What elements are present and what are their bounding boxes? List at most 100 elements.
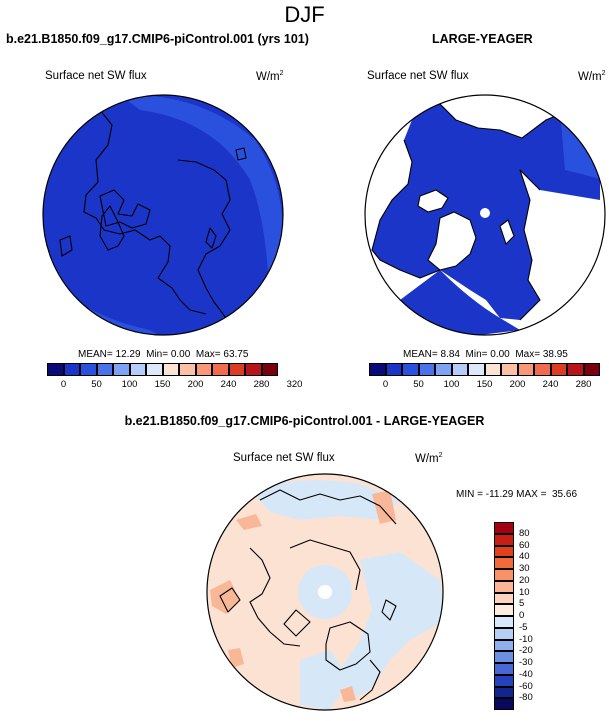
colorbar-tick-label: 20 (519, 574, 530, 586)
panel1-variable-label: Surface net SW flux (45, 70, 147, 82)
colorbar-tick-label: 40 (519, 551, 530, 563)
colorbar-swatch (494, 604, 514, 616)
colorbar-swatch (47, 363, 64, 376)
colorbar-tick-label: 60 (519, 539, 530, 551)
panel2-units: W/m2 (578, 70, 606, 83)
colorbar-swatch (146, 363, 163, 376)
panel3-map-edge (206, 473, 444, 711)
colorbar-tick-label: 200 (509, 379, 526, 390)
colorbar-swatch (484, 363, 501, 376)
colorbar-swatch (418, 363, 435, 376)
panel3-title: b.e21.B1850.f09_g17.CMIP6-piControl.001 … (124, 414, 485, 428)
colorbar-swatch (402, 363, 419, 376)
panel3-peach-strong-4 (340, 686, 356, 702)
panel3-peach-strong-2 (372, 490, 396, 524)
panel1-map-edge (42, 94, 284, 336)
panel2-archipelago-land (418, 190, 448, 212)
panel3-coast-a (249, 489, 397, 647)
colorbar-swatch (494, 698, 514, 710)
colorbar-swatch (494, 686, 514, 699)
colorbar-swatch (550, 363, 567, 376)
panel2-stats: MEAN= 8.84 Min= 0.00 Max= 38.95 (403, 349, 568, 360)
colorbar-swatch (494, 639, 514, 652)
colorbar-tick-label: 0 (519, 610, 525, 621)
page-title: DJF (284, 2, 325, 27)
panel3-pole-hole (318, 585, 332, 599)
panel2-coast (371, 99, 571, 321)
colorbar-tick-label: 240 (542, 379, 559, 390)
panel2-island-land (500, 220, 514, 244)
colorbar-tick-label: -20 (519, 645, 533, 657)
panel3-stats: MIN = -11.29 MAX = 35.66 (456, 489, 578, 500)
colorbar-tick-label: 280 (575, 379, 592, 390)
panel3-peach-strong-3 (228, 648, 244, 668)
panel2-coast-archipelago (417, 189, 449, 213)
panel3-units: W/m2 (415, 452, 443, 465)
colorbar-tick-label: 50 (413, 379, 424, 390)
colorbar-tick-label: 280 (253, 379, 270, 390)
colorbar-tick-label: 200 (187, 379, 204, 390)
panel3-colorbar-ticks: 80 60 40 30 20 10 5 0 -5 -10 -20 -30 -40 -60 -80 (519, 522, 559, 710)
colorbar-swatch (245, 363, 262, 376)
colorbar-tick-label: -10 (519, 633, 533, 645)
panel2-map-edge (364, 94, 606, 336)
panel1-coast-eurasia (83, 109, 207, 315)
colorbar-swatch (162, 363, 179, 376)
panel2-title: LARGE-YEAGER (432, 32, 533, 46)
colorbar-tick-label: 30 (519, 563, 530, 574)
panel2-coast-greenland (427, 211, 477, 271)
colorbar-swatch (435, 363, 452, 376)
colorbar-swatch (494, 580, 514, 593)
panel3-peach-strong-5 (236, 514, 262, 530)
colorbar-swatch (63, 363, 80, 376)
colorbar-swatch (494, 545, 514, 558)
colorbar-swatch (129, 363, 146, 376)
colorbar-swatch (501, 363, 518, 376)
panel1-stats: MEAN= 12.29 Min= 0.00 Max= 63.75 (78, 349, 249, 360)
colorbar-tick-label: 240 (220, 379, 237, 390)
colorbar-swatch (96, 363, 113, 376)
panel1-coast-northamerica (177, 159, 231, 319)
colorbar-tick-label: 80 (519, 527, 530, 539)
colorbar-swatch (494, 569, 514, 581)
colorbar-tick-label: -40 (519, 668, 533, 680)
colorbar-swatch (517, 363, 534, 376)
colorbar-swatch (494, 522, 514, 534)
colorbar-swatch (494, 674, 514, 687)
colorbar-swatch (494, 651, 514, 663)
panel1-coast-island-a (205, 227, 217, 249)
colorbar-swatch (212, 363, 229, 376)
colorbar-tick-label: -60 (519, 680, 533, 692)
colorbar-tick-label: 100 (121, 379, 138, 390)
colorbar-tick-label: -80 (519, 692, 533, 704)
colorbar-swatch (261, 363, 278, 376)
colorbar-swatch (494, 627, 514, 640)
colorbar-tick-label: -5 (519, 621, 528, 633)
panel1-title: b.e21.B1850.f09_g17.CMIP6-piControl.001 … (6, 32, 309, 46)
colorbar-swatch (451, 363, 468, 376)
colorbar-swatch (494, 616, 514, 628)
colorbar-swatch (534, 363, 551, 376)
panel3-colorbar (494, 522, 514, 710)
colorbar-tick-label: 150 (476, 379, 493, 390)
colorbar-tick-label: 0 (382, 379, 389, 390)
panel3-variable-label: Surface net SW flux (233, 452, 335, 464)
colorbar-swatch (195, 363, 212, 376)
panel2-greenland-land (428, 212, 476, 270)
panel1-colorbar-ticks: 0 50 100 150 200 240 280 320 (47, 378, 303, 392)
colorbar-tick-label: 0 (60, 379, 67, 390)
panel3-coast-b (283, 539, 361, 637)
colorbar-tick-label: 100 (443, 379, 460, 390)
colorbar-swatch (567, 363, 584, 376)
colorbar-swatch (494, 533, 514, 546)
colorbar-swatch (385, 363, 402, 376)
colorbar-swatch (583, 363, 600, 376)
colorbar-tick-label: 150 (154, 379, 171, 390)
colorbar-swatch (494, 557, 514, 569)
colorbar-tick-label: 10 (519, 586, 530, 598)
panel3-light-blue-top (250, 480, 400, 520)
colorbar-tick-label: 320 (286, 379, 303, 390)
